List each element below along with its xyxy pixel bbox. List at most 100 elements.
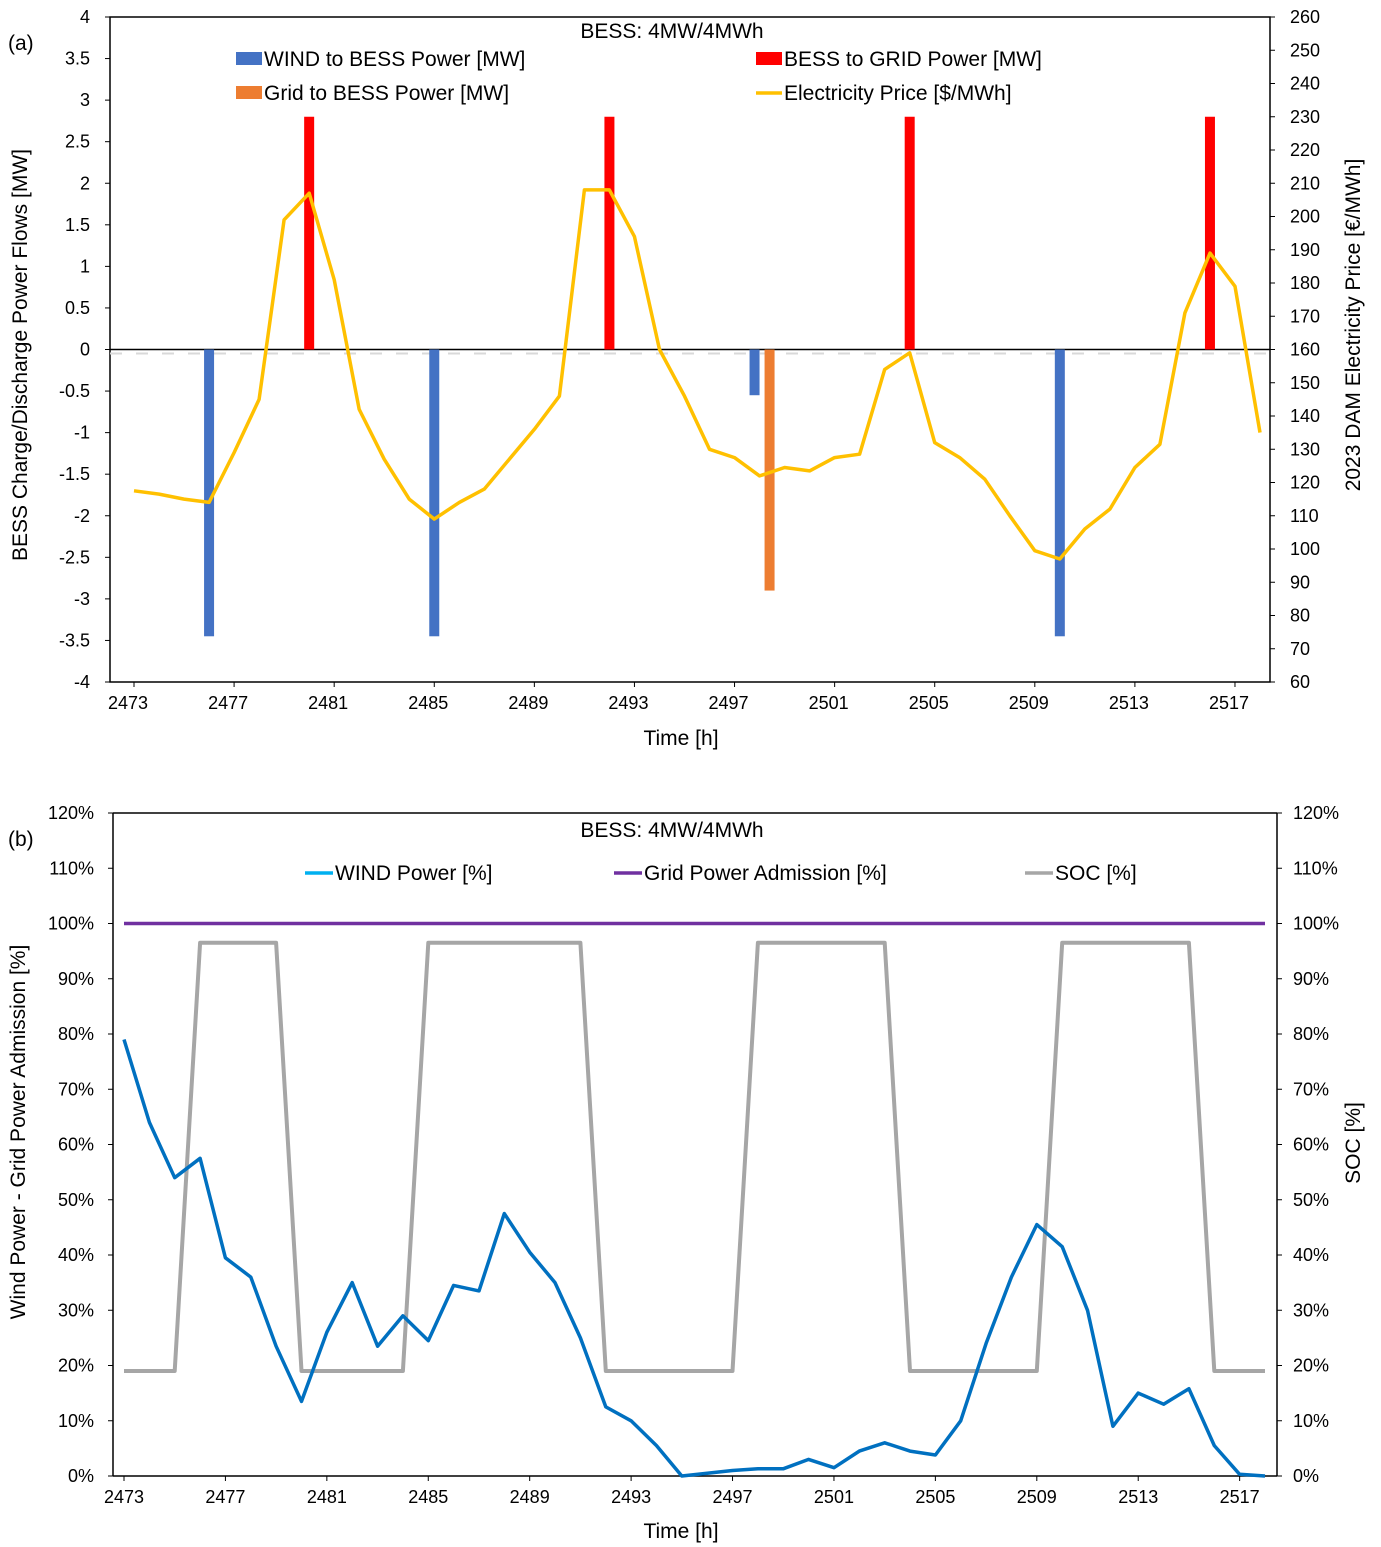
y-right-tick-label: 260 [1290,7,1320,27]
y-left-tick-label: 50% [58,1190,94,1210]
x-tick-label: 2477 [208,693,248,713]
y-right-tick-label: 60% [1293,1135,1329,1155]
y-left-tick-label: 60% [58,1135,94,1155]
x-tick-label: 2509 [1009,693,1049,713]
x-tick-label: 2493 [611,1487,651,1507]
legend-swatch [236,52,262,65]
y-right-tick-label: 90% [1293,969,1329,989]
legend-label: Grid to BESS Power [MW] [264,82,509,105]
y-right-tick-label: 60 [1290,672,1310,692]
y-left-tick-label: 0% [68,1466,94,1486]
y-left-tick-label: -3 [74,589,90,609]
legend-swatch [236,86,262,99]
x-tick-label: 2473 [104,1487,144,1507]
legend-label: BESS to GRID Power [MW] [784,48,1042,71]
y-right-tick-label: 180 [1290,273,1320,293]
y-left-tick-label: 80% [58,1024,94,1044]
x-tick-label: 2497 [709,693,749,713]
x-tick-label: 2481 [307,1487,347,1507]
y-right-tick-label: 120% [1293,803,1339,823]
y-left-tick-label: -2 [74,506,90,526]
y-right-tick-label: 100% [1293,914,1339,934]
x-tick-label: 2501 [809,693,849,713]
y-left-tick-label: 100% [48,914,94,934]
y-left-tick-label: 30% [58,1300,94,1320]
y-right-tick-label: 170 [1290,306,1320,326]
bar-1 [904,116,915,350]
y-left-tick-label: 3.5 [65,49,90,69]
chart-title: BESS: 4MW/4MWh [580,819,763,842]
y-left-tick-label: -4 [74,672,90,692]
legend-label: WIND Power [%] [335,862,493,885]
bar-1 [1204,116,1215,350]
y-left-tick-label: 1.5 [65,215,90,235]
x-tick-label: 2477 [205,1487,245,1507]
y-left-tick-label: 90% [58,969,94,989]
y-left-tick-label: 10% [58,1411,94,1431]
y-left-tick-label: 1 [80,256,90,276]
y-right-tick-label: 20% [1293,1356,1329,1376]
x-tick-label: 2513 [1118,1487,1158,1507]
series-line-2 [124,940,1265,1373]
y-right-tick-label: 40% [1293,1245,1329,1265]
y-left-tick-label: -1.5 [59,464,90,484]
y-left-tick-label: 0.5 [65,298,90,318]
y-right-tick-label: 140 [1290,406,1320,426]
y-right-tick-label: 80% [1293,1024,1329,1044]
y-right-tick-label: 160 [1290,340,1320,360]
x-tick-label: 2517 [1209,693,1249,713]
y-right-tick-label: 120 [1290,473,1320,493]
panel-label: (a) [8,32,34,55]
x-tick-label: 2497 [713,1487,753,1507]
y-right-tick-label: 110 [1290,506,1319,526]
y-left-tick-label: 40% [58,1245,94,1265]
y-left-tick-label: 2 [80,173,90,193]
panel-a: 4 3.5 3 2.5 2 1.5 1 0.5 0 -0.5 -1 -1.5 -2 -2.5 -3 -3.5 -… [8,7,1365,750]
bar-0 [429,349,440,637]
x-tick-label: 2505 [909,693,949,713]
y-right-tick-label: 150 [1290,373,1320,393]
x-tick-label: 2513 [1109,693,1149,713]
y-left-tick-label: -2.5 [59,547,90,567]
y-right-tick-label: 190 [1290,240,1320,260]
y-right-tick-label: 80 [1290,606,1310,626]
legend-label: Electricity Price [$/MWh] [784,82,1012,105]
x-axis-title: Time [h] [643,1520,718,1543]
bar-1 [304,116,315,350]
y-right-tick-label: 70 [1290,639,1310,659]
x-tick-label: 2517 [1220,1487,1260,1507]
y-left-tick-label: 0 [80,340,90,360]
y-right-tick-label: 50% [1293,1190,1329,1210]
panel-label: (b) [8,828,34,851]
y-right-tick-label: 230 [1290,107,1320,127]
x-axis-title: Time [h] [643,727,718,750]
y-right-tick-label: 250 [1290,40,1320,60]
y-right-tick-label: 90 [1290,572,1310,592]
y-left-tick-label: -1 [74,423,90,443]
y-left-tick-label: 120% [48,803,94,823]
y-right-tick-label: 70% [1293,1079,1329,1099]
panel-b: 120% 120% 110% 110% 100% 100% 90% 90% 80% 80% 70% 7… [7,803,1365,1543]
y-left-tick-label: 110% [49,858,94,878]
bar-0 [1054,349,1065,637]
legend-label: WIND to BESS Power [MW] [264,48,525,71]
x-tick-label: 2501 [814,1487,854,1507]
x-tick-label: 2493 [608,693,648,713]
y-right-tick-label: 220 [1290,140,1320,160]
x-tick-label: 2509 [1017,1487,1057,1507]
bar-2 [764,349,775,591]
legend-label: Grid Power Admission [%] [644,862,887,885]
y-right-tick-label: 100 [1290,539,1320,559]
y-right-tick-label: 30% [1293,1300,1329,1320]
y-left-tick-label: -0.5 [59,381,90,401]
y-right-axis-title: SOC [%] [1342,1102,1365,1184]
x-tick-label: 2485 [408,693,448,713]
y-left-axis-title: Wind Power - Grid Power Admission [%] [7,945,30,1320]
bar-1 [604,116,615,350]
y-left-tick-label: 2.5 [65,132,90,152]
x-tick-label: 2505 [915,1487,955,1507]
x-tick-label: 2473 [108,693,148,713]
series-line-0 [122,1038,1266,1478]
x-tick-label: 2485 [408,1487,448,1507]
